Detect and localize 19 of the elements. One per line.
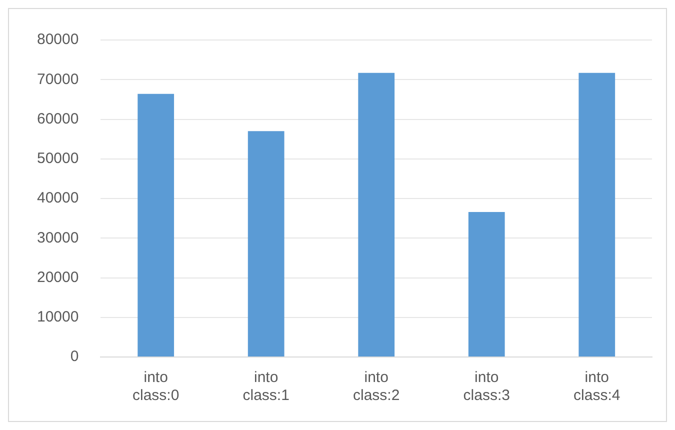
x-tick-label: into class:3 [463,369,510,404]
x-tick-label: into class:2 [353,369,400,404]
y-tick-label: 70000 [36,70,79,88]
y-tick-label: 20000 [36,268,79,286]
bar [248,131,284,356]
bar [138,94,174,356]
y-tick-label: 60000 [36,110,79,128]
bar [578,72,616,356]
y-tick-label: 0 [70,348,79,366]
y-tick-label: 80000 [36,31,79,48]
y-tick-label: 40000 [36,190,79,207]
x-tick-label: into class:0 [132,369,180,404]
y-tick-label: 10000 [36,308,79,326]
y-tick-label: 50000 [36,150,79,168]
x-tick-label: into class:4 [574,369,620,404]
y-tick-label: 30000 [36,229,79,246]
x-tick-label: into class:1 [242,369,290,404]
bar [468,212,505,356]
bar [358,72,395,356]
